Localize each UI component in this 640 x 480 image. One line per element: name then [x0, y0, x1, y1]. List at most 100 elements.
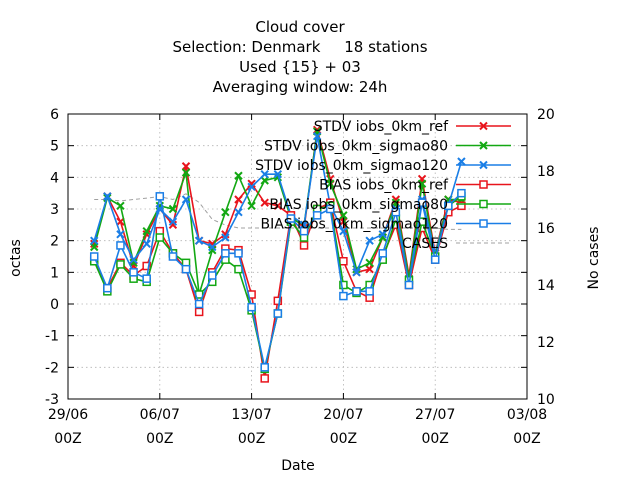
- data-point: [299, 241, 309, 250]
- data-point: [194, 236, 204, 245]
- marker-stroke: [234, 171, 243, 180]
- data-point: [312, 125, 322, 135]
- marker-stroke: [208, 242, 217, 252]
- data-point: [339, 280, 348, 290]
- data-point: [234, 249, 243, 258]
- data-point: [457, 157, 466, 166]
- tick-labels: -3-2-1012345610121416182029/0600Z06/0700…: [45, 107, 555, 447]
- x-axis-label: Date: [281, 458, 314, 474]
- data-point: [339, 257, 348, 266]
- legend-label: BIAS iobs_0km_sigmao120: [260, 217, 448, 233]
- y2-tick-label: 16: [537, 221, 555, 237]
- title-line-4: Averaging window: 24h: [213, 78, 388, 96]
- x-tick-label-date: 06/07: [140, 407, 180, 423]
- data-point: [142, 274, 151, 283]
- data-point: [142, 239, 151, 249]
- data-point: [247, 201, 256, 211]
- legend-marker: [479, 121, 488, 131]
- marker-stroke: [90, 236, 99, 245]
- marker-stroke: [312, 131, 322, 141]
- data-point: [181, 264, 191, 274]
- marker-stroke: [221, 233, 230, 242]
- y-tick-label: 6: [50, 107, 59, 123]
- data-point: [168, 252, 178, 261]
- data-point: [116, 241, 125, 250]
- marker-stroke: [181, 168, 191, 177]
- marker-stroke: [312, 125, 322, 135]
- legend-marker: [479, 160, 488, 170]
- y2-tick-label: 12: [537, 335, 555, 351]
- marker-stroke: [479, 121, 488, 131]
- x-tick-label-hour: 00Z: [238, 431, 265, 447]
- data-point: [234, 264, 243, 274]
- data-point: [234, 171, 243, 180]
- marker-stroke: [457, 157, 466, 166]
- marker-stroke: [352, 268, 361, 277]
- legend-label: BIAS iobs_0km_sigmao80: [269, 197, 448, 213]
- marker-stroke: [247, 179, 256, 188]
- marker-stroke: [208, 245, 217, 255]
- data-point: [444, 201, 453, 211]
- data-point: [430, 255, 440, 264]
- data-point: [457, 188, 466, 198]
- data-point: [365, 287, 374, 296]
- data-point: [365, 236, 374, 245]
- legend-label: CASES: [402, 236, 448, 252]
- data-point: [326, 179, 335, 188]
- x-tick-label-date: 03/08: [507, 407, 547, 423]
- marker-stroke: [479, 160, 488, 170]
- data-point: [391, 198, 401, 207]
- y-tick-label: -2: [45, 360, 59, 376]
- data-point: [221, 233, 230, 242]
- x-tick-label-date: 13/07: [231, 407, 271, 423]
- data-point: [365, 264, 374, 274]
- legend-marker: [479, 199, 488, 209]
- x-tick-label-date: 20/07: [323, 407, 363, 423]
- data-point: [208, 271, 217, 280]
- marker-stroke: [247, 182, 256, 192]
- y-tick-label: 2: [50, 234, 59, 250]
- data-point: [181, 162, 191, 171]
- data-point: [116, 230, 125, 239]
- data-point: [103, 283, 112, 293]
- x-tick-label-hour: 00Z: [513, 431, 540, 447]
- data-point: [391, 207, 401, 217]
- marker-stroke: [339, 211, 348, 220]
- marker-stroke: [168, 204, 178, 214]
- data-point: [90, 242, 99, 252]
- marker-stroke: [103, 192, 112, 201]
- marker-stroke: [90, 242, 99, 252]
- data-point: [129, 255, 138, 264]
- data-point: [404, 280, 414, 290]
- legend-label: BIAS iobs_0km_ref: [319, 178, 449, 194]
- y2-tick-label: 18: [537, 164, 555, 180]
- marker-stroke: [247, 201, 256, 211]
- y-tick-label: 3: [50, 202, 59, 218]
- marker-stroke: [365, 236, 374, 245]
- data-point: [181, 195, 191, 204]
- marker-stroke: [365, 258, 374, 268]
- marker-stroke: [417, 179, 427, 188]
- data-point: [155, 233, 165, 242]
- marker-stroke: [129, 255, 138, 264]
- data-point: [129, 258, 138, 268]
- data-point: [339, 291, 348, 301]
- x-tick-label-date: 27/07: [415, 407, 455, 423]
- data-point: [221, 207, 230, 217]
- legend: STDV iobs_0km_ref STDV iobs_0km_sigmao80 S…: [255, 119, 511, 252]
- plot-frame: [67, 113, 528, 400]
- data-point: [194, 307, 204, 317]
- legend-label: STDV iobs_0km_ref: [314, 119, 449, 135]
- axes: [67, 113, 528, 400]
- legend-label: STDV iobs_0km_sigmao80: [264, 139, 448, 155]
- legend-label: STDV iobs_0km_sigmao120: [255, 158, 448, 174]
- series-6: [89, 188, 466, 372]
- marker-stroke: [194, 236, 204, 245]
- series-lines: [89, 125, 466, 383]
- series-7: [94, 193, 462, 230]
- data-point: [260, 374, 269, 383]
- data-point: [142, 261, 151, 271]
- legend-marker: [479, 180, 488, 189]
- x-tick-label-hour: 00Z: [330, 431, 357, 447]
